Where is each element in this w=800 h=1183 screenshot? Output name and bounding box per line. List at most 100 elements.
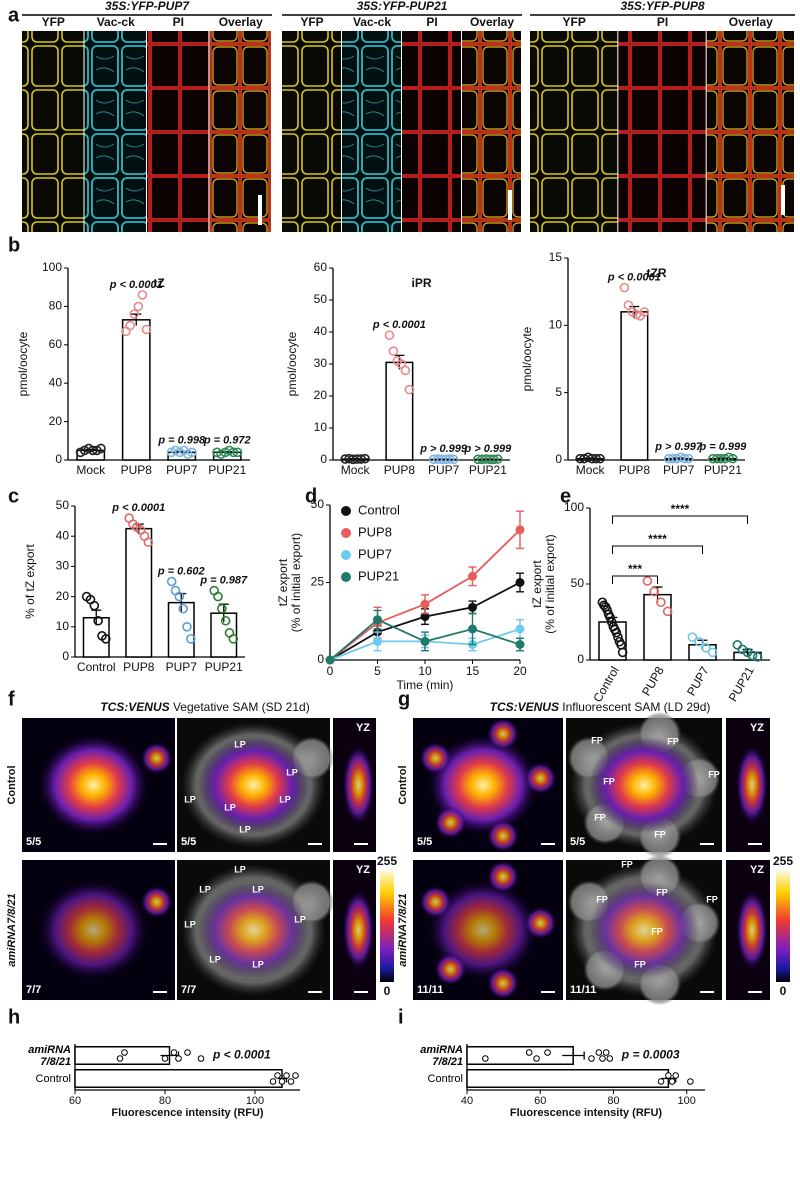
- channel-label: Overlay: [219, 15, 263, 29]
- primordium-label: LP: [184, 919, 196, 929]
- chart-title: iPR: [411, 276, 431, 290]
- data-point: [687, 632, 698, 643]
- micrograph: [147, 31, 209, 232]
- chart-title: tZR: [647, 266, 667, 280]
- image-title-text: Influorescent SAM (LD 29d): [562, 700, 710, 714]
- image-group-title: 35S:YFP-PUP8: [620, 0, 704, 13]
- data-point: [388, 346, 399, 357]
- data-point: [187, 447, 197, 458]
- x-tick-label: 10: [418, 664, 432, 678]
- data-point: [360, 453, 370, 464]
- y-axis-label: (% of initial export): [289, 533, 303, 632]
- y-tick-label: 0: [55, 452, 62, 466]
- x-tick-label: 20: [513, 664, 527, 678]
- y-tick-label: amiRNA 7/8/21: [420, 1043, 463, 1068]
- p-value: p = 0.987: [199, 574, 248, 586]
- y-tick-label: 0: [555, 452, 562, 466]
- panel-label: e: [560, 485, 571, 507]
- scale-bar: [541, 991, 555, 993]
- x-tick-label: 80: [607, 1095, 619, 1107]
- y-tick-label: 50: [56, 498, 70, 512]
- chart-title: tZ: [153, 276, 164, 290]
- y-tick-label: 30: [314, 356, 328, 370]
- x-tick-label: PUP7: [166, 463, 198, 477]
- significance-label: ****: [648, 532, 667, 546]
- panel-label: b: [8, 234, 20, 256]
- data-point: [595, 1049, 603, 1056]
- y-tick-label: 40: [56, 528, 70, 542]
- p-value: p < 0.0001: [372, 319, 426, 331]
- sample-count: 11/11: [417, 984, 443, 996]
- yz-signal: [736, 890, 768, 970]
- scale-bar: [508, 190, 512, 220]
- y-tick-label: 50: [311, 497, 325, 511]
- primordium-label: LP: [286, 767, 298, 777]
- y-tick-label: 80: [49, 299, 63, 313]
- data-point: [269, 1078, 277, 1085]
- x-tick-label: 60: [69, 1095, 81, 1107]
- data-point: [420, 612, 430, 622]
- primordium-label: FP: [591, 735, 603, 745]
- data-point: [283, 1072, 290, 1079]
- scale-bar: [308, 843, 322, 845]
- y-tick-label: 20: [49, 414, 63, 428]
- data-point: [228, 447, 239, 458]
- scale-bar: [748, 843, 762, 845]
- image-group-title: 35S:YFP-PUP21: [357, 0, 448, 13]
- p-value: p > 0.999: [463, 443, 512, 455]
- sam-signal: [487, 860, 519, 893]
- primordium-label: FP: [656, 887, 668, 897]
- micrograph: [342, 31, 401, 232]
- data-point: [732, 639, 743, 650]
- sam-signal: [38, 880, 149, 980]
- data-point: [213, 591, 223, 602]
- significance-bracket: [612, 545, 703, 554]
- scale-bar: [700, 843, 714, 845]
- x-tick-label: PUP7: [428, 463, 460, 477]
- legend-label: Control: [358, 502, 400, 517]
- data-point: [588, 1055, 595, 1062]
- channel-label: YFP: [300, 15, 323, 29]
- y-tick-label: 10: [56, 619, 70, 633]
- bar: [74, 1069, 283, 1088]
- category-label-box: amiRNA 7/8/21: [28, 1044, 71, 1068]
- y-tick-label: 100: [42, 260, 62, 274]
- y-tick-label: 0: [320, 452, 327, 466]
- primordium-label: FP: [667, 736, 679, 746]
- yz-signal: [342, 745, 375, 825]
- colorbar: [776, 870, 790, 982]
- y-tick-label: 40: [314, 324, 328, 338]
- x-tick-label: 60: [534, 1095, 546, 1107]
- p-value: p = 0.999: [698, 441, 747, 453]
- data-point: [174, 591, 185, 602]
- channel-label: YFP: [42, 15, 65, 29]
- image-group-title: 35S:YFP-PUP7: [105, 0, 190, 13]
- data-point: [129, 309, 140, 319]
- data-point: [611, 627, 622, 638]
- y-tick-label: 0: [577, 652, 584, 666]
- data-point: [178, 603, 188, 614]
- sam-signal: [140, 886, 173, 918]
- category-label-box: Control: [428, 1073, 463, 1085]
- primordium-label: FP: [596, 894, 608, 904]
- data-point: [694, 636, 704, 647]
- primordium-label: FP: [621, 859, 633, 869]
- x-tick-label: 15: [466, 664, 480, 678]
- scale-bar: [700, 991, 714, 993]
- data-point: [515, 624, 525, 634]
- bar: [385, 361, 414, 461]
- y-tick-label: 60: [49, 337, 63, 351]
- row-label: Control: [6, 765, 18, 804]
- sample-count: 11/11: [570, 984, 596, 996]
- data-point: [217, 603, 227, 614]
- data-point: [278, 1078, 286, 1085]
- data-point: [96, 443, 106, 454]
- primordium-label: FP: [708, 769, 720, 779]
- sam-signal: [419, 886, 452, 918]
- primordium-label: LP: [184, 794, 196, 804]
- y-tick-label: 0: [62, 649, 69, 663]
- channel-label: PI: [657, 15, 668, 29]
- data-point: [493, 454, 503, 464]
